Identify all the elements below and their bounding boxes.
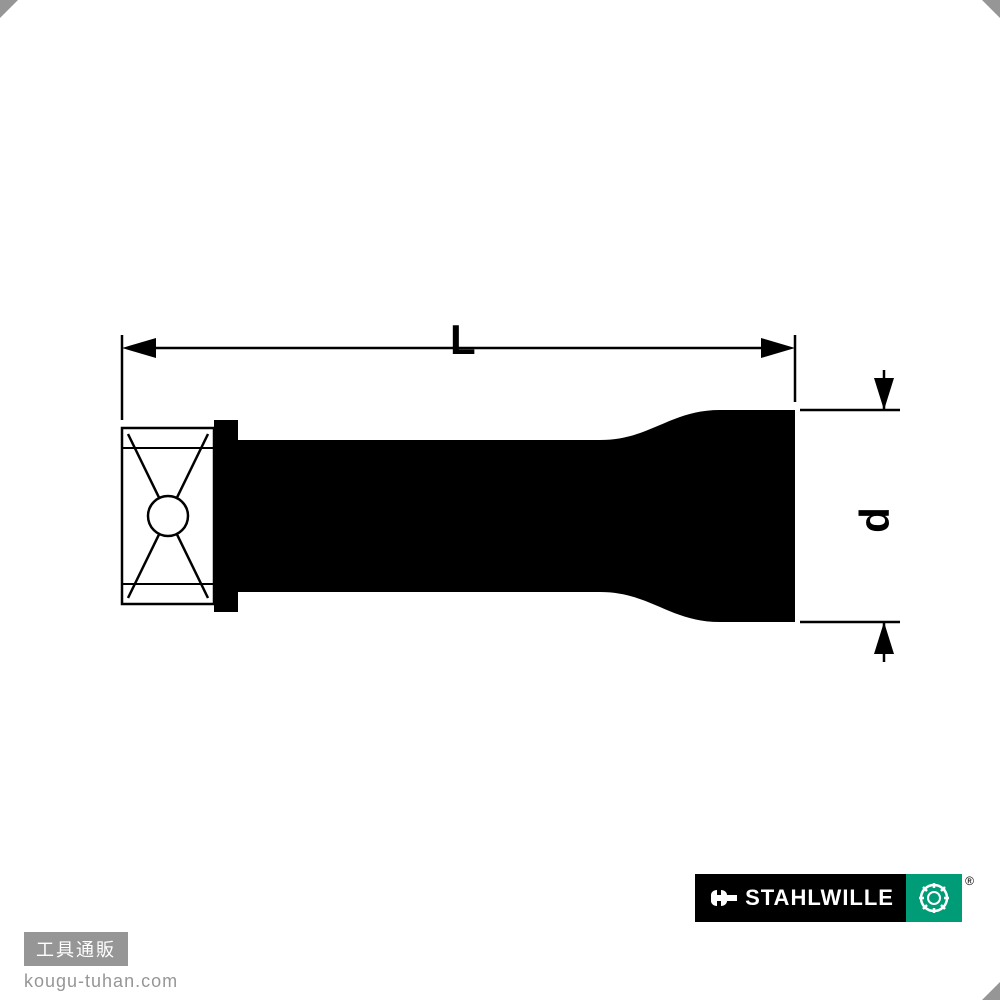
corner-tl: [0, 0, 18, 18]
footer-url: kougu-tuhan.com: [24, 971, 178, 992]
brand-badge: STAHLWILLE: [695, 874, 962, 922]
arrow-L-right: [761, 338, 795, 358]
arrow-L-left: [122, 338, 156, 358]
registered-mark: ®: [965, 874, 974, 888]
arrow-d-bottom: [874, 622, 894, 654]
arrow-d-top: [874, 378, 894, 410]
collar: [214, 420, 238, 612]
dim-label-d: d: [851, 507, 899, 533]
technical-drawing: [0, 0, 1000, 1000]
corner-tr: [982, 0, 1000, 18]
brand-text: STAHLWILLE: [745, 885, 894, 911]
brand-gear-box: [906, 874, 962, 922]
brand-name: STAHLWILLE: [695, 874, 906, 922]
gear-icon: [918, 882, 950, 914]
corner-br: [982, 982, 1000, 1000]
footer-label: 工具通販: [24, 932, 128, 966]
shaft-body: [238, 410, 795, 622]
wrench-icon: [709, 887, 739, 909]
ball-detent: [148, 496, 188, 536]
dim-label-L: L: [450, 316, 476, 364]
